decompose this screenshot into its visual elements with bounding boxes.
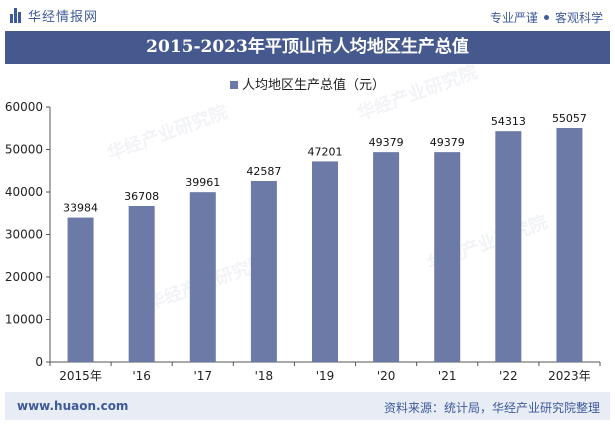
- chart-legend: 人均地区生产总值（元）: [0, 74, 615, 93]
- x-tick-label: '18: [255, 369, 274, 383]
- bar-value-label: 49379: [430, 136, 465, 149]
- y-tick-label: 30000: [5, 228, 43, 242]
- chart-labels: 33984 2015年 36708 '16 39961 '17 42587 '18 47201 '…: [59, 112, 590, 383]
- slogan-right: 客观科学: [554, 11, 603, 25]
- bar: [556, 128, 583, 362]
- chart-bars: [67, 128, 583, 362]
- brand[interactable]: 华经情报网: [10, 6, 98, 25]
- y-tick-label: 50000: [5, 143, 43, 157]
- brand-logo-icon: [10, 8, 22, 23]
- brand-name: 华经情报网: [28, 10, 99, 25]
- bar: [495, 131, 522, 362]
- watermark-text: 华经产业研究院: [104, 101, 230, 165]
- legend-label: 人均地区生产总值（元）: [241, 78, 385, 93]
- y-tick-label: 20000: [5, 270, 43, 284]
- footer-url[interactable]: www.huaon.com: [17, 399, 129, 413]
- watermark-text: 华经产业研究院: [354, 61, 480, 125]
- x-tick-label: '16: [132, 369, 151, 383]
- y-tick-label: 0: [35, 355, 43, 369]
- x-tick-label: 2023年: [548, 369, 591, 383]
- bar-value-label: 33984: [63, 202, 98, 215]
- x-tick-label: '19: [316, 369, 335, 383]
- x-tick-label: '17: [193, 369, 212, 383]
- bar-value-label: 54313: [491, 115, 526, 128]
- bar: [128, 205, 155, 362]
- x-tick-label: '22: [499, 369, 518, 383]
- bar: [250, 181, 277, 362]
- y-tick-label: 60000: [5, 100, 43, 114]
- y-tick-label: 10000: [5, 313, 43, 327]
- chart-title: 2015-2023年平顶山市人均地区生产总值: [5, 31, 610, 64]
- bar: [189, 192, 216, 362]
- bar-value-label: 36708: [124, 190, 159, 203]
- bullet-dot-icon: [543, 15, 549, 20]
- top-bar: 华经情报网 专业严谨 客观科学: [0, 0, 615, 30]
- x-tick-label: 2015年: [59, 369, 102, 383]
- x-tick-label: '21: [438, 369, 457, 383]
- bar-value-label: 39961: [185, 176, 220, 189]
- legend-swatch: [229, 80, 238, 89]
- bar: [67, 217, 94, 362]
- bar-value-label: 42587: [246, 165, 281, 178]
- x-tick-label: '20: [377, 369, 396, 383]
- bar: [373, 152, 400, 362]
- y-tick-label: 40000: [5, 185, 43, 199]
- slogan: 专业严谨 客观科学: [490, 9, 603, 26]
- bar-value-label: 47201: [308, 145, 343, 158]
- footer-source: 资料来源：统计局，华经产业研究院整理: [383, 401, 600, 415]
- footer: www.huaon.com 资料来源：统计局，华经产业研究院整理: [5, 392, 610, 420]
- bar: [312, 161, 338, 362]
- slogan-left: 专业严谨: [489, 11, 538, 25]
- bar: [434, 152, 461, 362]
- bar-value-label: 49379: [369, 136, 404, 149]
- bar-value-label: 55057: [552, 112, 587, 125]
